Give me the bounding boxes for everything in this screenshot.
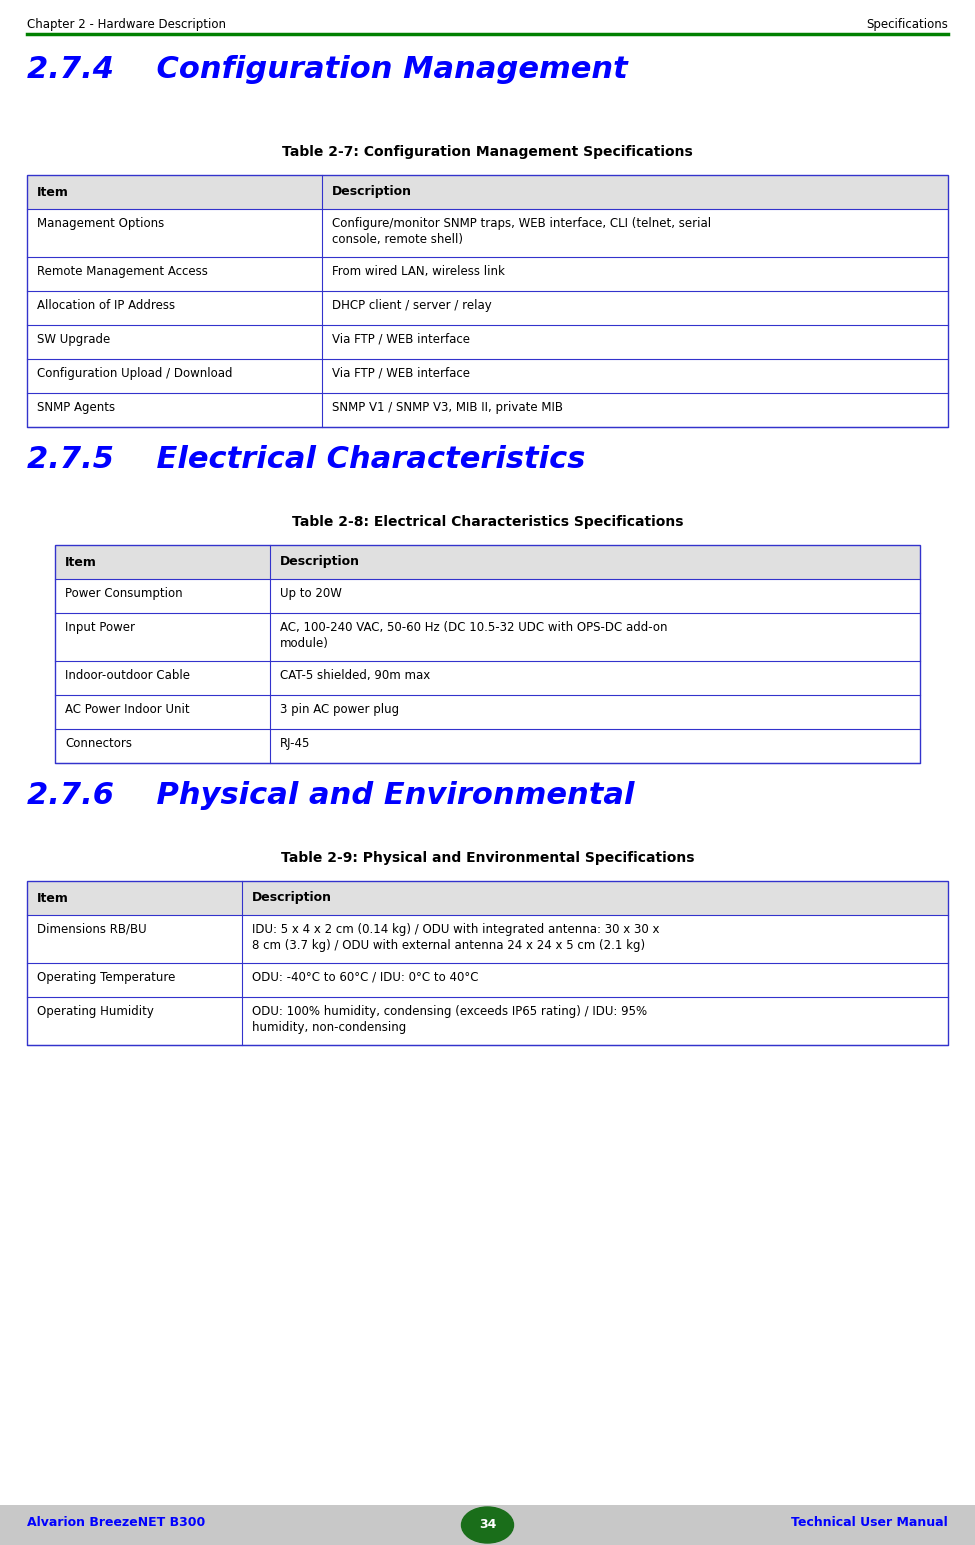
Bar xyxy=(27,256,948,290)
Text: 2.7.6    Physical and Environmental: 2.7.6 Physical and Environmental xyxy=(27,782,635,810)
Text: Indoor-outdoor Cable: Indoor-outdoor Cable xyxy=(65,669,190,681)
Text: 2.7.4    Configuration Management: 2.7.4 Configuration Management xyxy=(27,56,628,83)
Text: SNMP Agents: SNMP Agents xyxy=(37,402,115,414)
Text: 8 cm (3.7 kg) / ODU with external antenna 24 x 24 x 5 cm (2.1 kg): 8 cm (3.7 kg) / ODU with external antenn… xyxy=(252,939,645,952)
Text: Chapter 2 - Hardware Description: Chapter 2 - Hardware Description xyxy=(27,19,226,31)
Bar xyxy=(55,613,920,661)
Text: Table 2-9: Physical and Environmental Specifications: Table 2-9: Physical and Environmental Sp… xyxy=(281,851,694,865)
Text: RJ-45: RJ-45 xyxy=(280,737,310,749)
Text: DHCP client / server / relay: DHCP client / server / relay xyxy=(332,300,491,312)
Text: 3 pin AC power plug: 3 pin AC power plug xyxy=(280,703,399,715)
Text: SNMP V1 / SNMP V3, MIB II, private MIB: SNMP V1 / SNMP V3, MIB II, private MIB xyxy=(332,402,563,414)
Text: Allocation of IP Address: Allocation of IP Address xyxy=(37,300,176,312)
Text: Description: Description xyxy=(332,185,412,198)
Bar xyxy=(27,997,948,1044)
Bar xyxy=(55,661,920,695)
Bar xyxy=(55,579,920,613)
Text: Item: Item xyxy=(65,556,97,569)
Text: module): module) xyxy=(280,637,329,650)
Text: Technical User Manual: Technical User Manual xyxy=(792,1517,948,1530)
Text: SW Upgrade: SW Upgrade xyxy=(37,334,110,346)
Text: Alvarion BreezeNET B300: Alvarion BreezeNET B300 xyxy=(27,1517,206,1530)
Text: Configure/monitor SNMP traps, WEB interface, CLI (telnet, serial: Configure/monitor SNMP traps, WEB interf… xyxy=(332,216,711,230)
Text: Via FTP / WEB interface: Via FTP / WEB interface xyxy=(332,368,470,380)
Text: IDU: 5 x 4 x 2 cm (0.14 kg) / ODU with integrated antenna: 30 x 30 x: IDU: 5 x 4 x 2 cm (0.14 kg) / ODU with i… xyxy=(252,922,659,936)
Text: Table 2-7: Configuration Management Specifications: Table 2-7: Configuration Management Spec… xyxy=(282,145,693,159)
Bar xyxy=(55,695,920,729)
Bar xyxy=(0,1505,975,1545)
Text: Connectors: Connectors xyxy=(65,737,132,749)
Text: humidity, non-condensing: humidity, non-condensing xyxy=(252,1021,407,1034)
Text: Via FTP / WEB interface: Via FTP / WEB interface xyxy=(332,334,470,346)
Text: Power Consumption: Power Consumption xyxy=(65,587,182,599)
Ellipse shape xyxy=(461,1506,514,1543)
Bar xyxy=(27,881,948,1044)
Text: Specifications: Specifications xyxy=(866,19,948,31)
Bar xyxy=(27,175,948,426)
Text: ODU: -40°C to 60°C / IDU: 0°C to 40°C: ODU: -40°C to 60°C / IDU: 0°C to 40°C xyxy=(252,970,479,984)
Text: AC Power Indoor Unit: AC Power Indoor Unit xyxy=(65,703,189,715)
Text: Input Power: Input Power xyxy=(65,621,135,633)
Bar xyxy=(27,290,948,324)
Text: ODU: 100% humidity, condensing (exceeds IP65 rating) / IDU: 95%: ODU: 100% humidity, condensing (exceeds … xyxy=(252,1004,647,1018)
Bar xyxy=(27,358,948,392)
Bar xyxy=(27,881,948,915)
Text: Description: Description xyxy=(280,556,360,569)
Text: From wired LAN, wireless link: From wired LAN, wireless link xyxy=(332,266,505,278)
Bar xyxy=(27,209,948,256)
Text: Operating Humidity: Operating Humidity xyxy=(37,1004,154,1018)
Bar xyxy=(55,545,920,763)
Text: Up to 20W: Up to 20W xyxy=(280,587,342,599)
Bar xyxy=(55,729,920,763)
Text: CAT-5 shielded, 90m max: CAT-5 shielded, 90m max xyxy=(280,669,430,681)
Text: 34: 34 xyxy=(479,1519,496,1531)
Bar xyxy=(27,392,948,426)
Text: Dimensions RB/BU: Dimensions RB/BU xyxy=(37,922,146,936)
Text: console, remote shell): console, remote shell) xyxy=(332,233,463,246)
Bar xyxy=(27,175,948,209)
Text: Description: Description xyxy=(252,891,332,904)
Text: Configuration Upload / Download: Configuration Upload / Download xyxy=(37,368,232,380)
Text: Management Options: Management Options xyxy=(37,216,164,230)
Text: AC, 100-240 VAC, 50-60 Hz (DC 10.5-32 UDC with OPS-DC add-on: AC, 100-240 VAC, 50-60 Hz (DC 10.5-32 UD… xyxy=(280,621,668,633)
Text: 2.7.5    Electrical Characteristics: 2.7.5 Electrical Characteristics xyxy=(27,445,585,474)
Text: Operating Temperature: Operating Temperature xyxy=(37,970,176,984)
Text: Item: Item xyxy=(37,891,69,904)
Bar xyxy=(27,324,948,358)
Text: Table 2-8: Electrical Characteristics Specifications: Table 2-8: Electrical Characteristics Sp… xyxy=(292,514,683,528)
Bar xyxy=(55,545,920,579)
Bar xyxy=(27,915,948,963)
Text: Remote Management Access: Remote Management Access xyxy=(37,266,208,278)
Bar xyxy=(27,963,948,997)
Text: Item: Item xyxy=(37,185,69,198)
